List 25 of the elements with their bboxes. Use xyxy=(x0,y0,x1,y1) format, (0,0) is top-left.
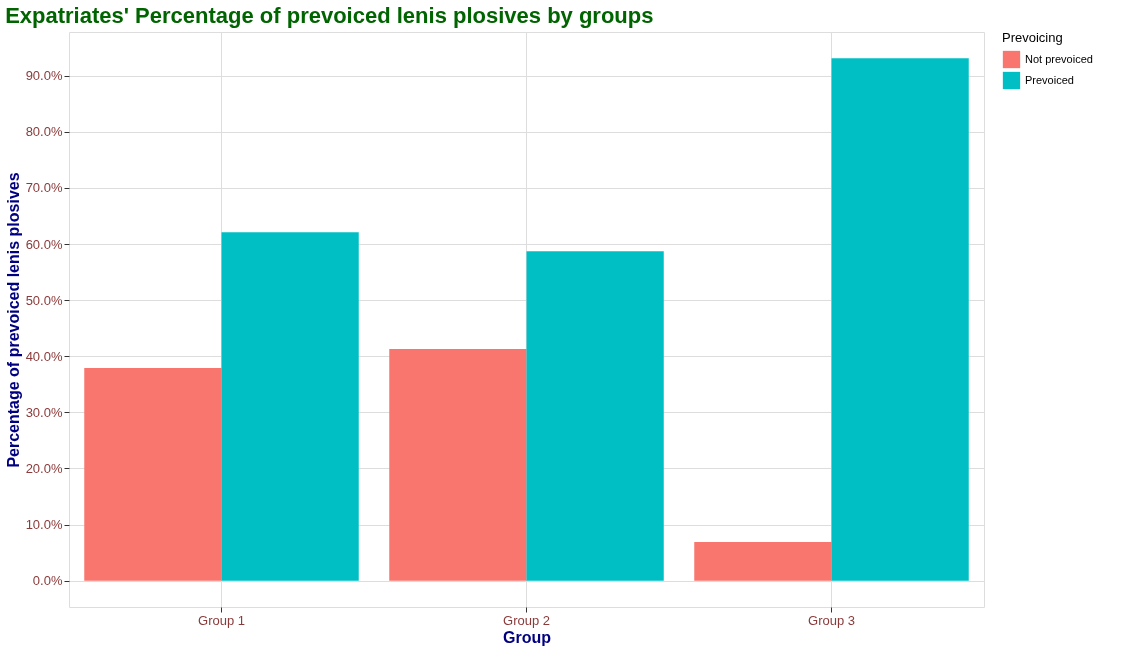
legend-label: Prevoiced xyxy=(1025,73,1074,86)
y-tick-label: 90.0% xyxy=(25,68,63,84)
bar xyxy=(831,58,969,581)
bar xyxy=(694,541,832,581)
y-tick-label: 50.0% xyxy=(25,292,63,308)
y-tick-label: 10.0% xyxy=(25,517,63,533)
bar xyxy=(389,348,527,581)
legend-label: Not prevoiced xyxy=(1025,52,1093,65)
bar xyxy=(221,232,359,581)
y-tick-label: 20.0% xyxy=(25,460,63,476)
y-tick-label: 80.0% xyxy=(25,124,63,140)
y-tick-label: 0.0% xyxy=(32,573,63,589)
x-tick-label: Group 1 xyxy=(198,612,245,628)
bar xyxy=(526,251,664,581)
y-tick-label: 40.0% xyxy=(25,348,63,364)
y-axis-title: Percentage of prevoiced lenis plosives xyxy=(4,172,22,468)
chart-title: Expatriates' Percentage of prevoiced lenis plosives by groups xyxy=(5,3,654,28)
bar xyxy=(84,368,222,581)
x-tick-label: Group 2 xyxy=(503,612,550,628)
x-tick-label: Group 3 xyxy=(808,612,855,628)
legend-title: Prevoicing xyxy=(1002,30,1063,45)
y-tick-label: 70.0% xyxy=(25,180,63,196)
x-axis-title: Group xyxy=(503,628,552,646)
y-tick-label: 60.0% xyxy=(25,236,63,252)
y-tick-label: 30.0% xyxy=(25,404,63,420)
